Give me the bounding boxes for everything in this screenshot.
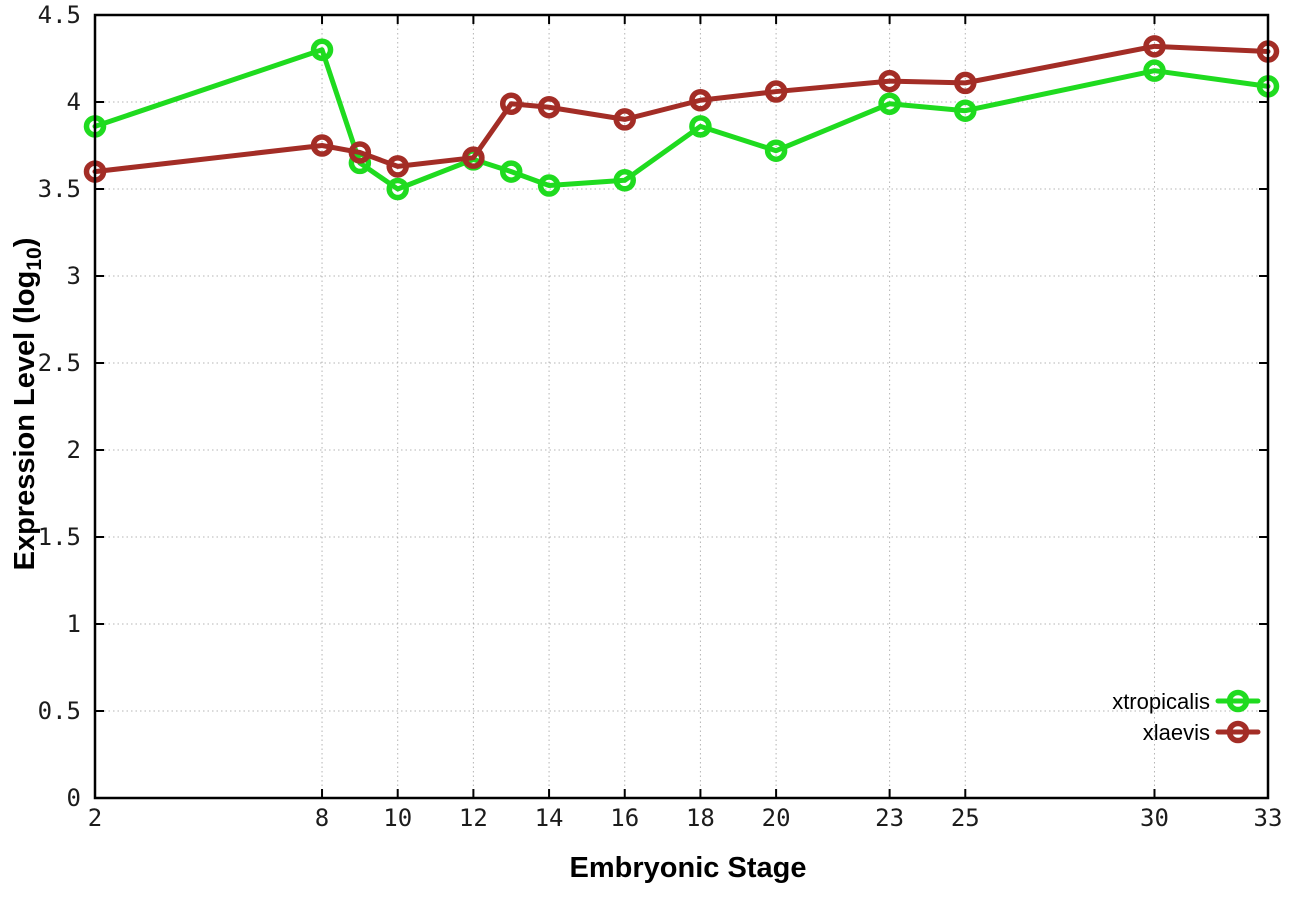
x-tick-label-2: 2: [88, 804, 102, 832]
data-point-xtropicalis-stage-18: [689, 115, 712, 138]
data-point-xtropicalis-stage-16: [613, 169, 636, 192]
y-tick-label-3.5: 3.5: [38, 175, 81, 203]
data-point-xlaevis-stage-25: [954, 71, 977, 95]
data-point-xlaevis-stage-9: [348, 141, 372, 164]
x-axis-label: Embryonic Stage: [570, 852, 807, 884]
data-point-xlaevis-stage-20: [764, 80, 788, 103]
legend-sample-point: [1226, 720, 1250, 744]
data-point-xtropicalis-stage-30: [1143, 59, 1166, 82]
legend-label-xlaevis: xlaevis: [1143, 720, 1210, 745]
axis-layer: [93, 13, 1270, 800]
data-point-xlaevis-stage-10: [386, 155, 409, 178]
data-point-xtropicalis-stage-13: [499, 160, 523, 183]
x-tick-label-30: 30: [1140, 804, 1169, 832]
data-point-xtropicalis-stage-8: [310, 38, 334, 62]
legend-marker-xlaevis-icon: [1215, 720, 1261, 744]
data-point-xlaevis-stage-13: [499, 92, 523, 115]
data-point-xtropicalis-stage-23: [878, 92, 901, 115]
data-point-xlaevis-stage-14: [537, 95, 561, 119]
y-tick-label-1: 1: [67, 610, 81, 638]
data-point-xlaevis-stage-16: [613, 108, 636, 131]
grid-layer: [95, 14, 1268, 798]
data-point-xlaevis-stage-30: [1143, 35, 1166, 58]
x-tick-label-8: 8: [315, 804, 329, 832]
legend-label-xtropicalis: xtropicalis: [1112, 689, 1210, 714]
y-tick-label-2.5: 2.5: [38, 349, 81, 377]
data-point-xlaevis-stage-8: [310, 134, 334, 157]
y-tick-label-4.5: 4.5: [38, 1, 81, 29]
x-tick-label-12: 12: [459, 804, 488, 832]
x-tick-label-23: 23: [875, 804, 904, 832]
legend: xtropicalis xlaevis: [1112, 689, 1261, 745]
series-line-xtropicalis: [92, 47, 1271, 192]
y-tick-label-0: 0: [67, 784, 81, 812]
x-tick-label-25: 25: [951, 804, 980, 832]
x-tick-label-18: 18: [686, 804, 715, 832]
series-layer: [83, 35, 1280, 201]
tick-label-layer: 2 8 10 12 14 16 18 20 23 25 30 33 0 0.5 1 1.5 2 2.5 3 3.5 4 4…: [38, 1, 1283, 832]
data-point-xtropicalis-stage-10: [386, 177, 409, 201]
x-tick-label-20: 20: [762, 804, 791, 832]
legend-marker-xtropicalis-icon: [1215, 689, 1261, 713]
plot-border: [93, 13, 1270, 800]
data-point-xlaevis-stage-23: [878, 69, 901, 93]
y-tick-label-0.5: 0.5: [38, 697, 81, 725]
x-tick-label-14: 14: [535, 804, 564, 832]
data-point-xtropicalis-stage-25: [954, 99, 977, 122]
y-tick-label-4: 4: [67, 88, 81, 116]
y-axis-label: Expression Level (log10): [9, 238, 46, 571]
y-tick-label-1.5: 1.5: [38, 523, 81, 551]
data-point-xtropicalis-stage-20: [764, 139, 788, 162]
legend-sample-point: [1226, 689, 1250, 713]
data-point-xlaevis-stage-18: [689, 89, 712, 112]
y-tick-label-2: 2: [67, 436, 81, 464]
data-point-xlaevis-stage-12: [462, 146, 485, 169]
data-point-xtropicalis-stage-14: [537, 174, 561, 197]
x-tick-label-33: 33: [1254, 804, 1283, 832]
y-tick-label-3: 3: [67, 262, 81, 290]
x-tick-label-10: 10: [383, 804, 412, 832]
x-tick-label-16: 16: [610, 804, 639, 832]
